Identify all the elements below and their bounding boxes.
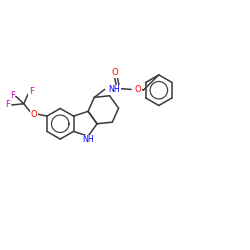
Text: F: F	[29, 87, 34, 96]
Text: O: O	[134, 85, 141, 94]
Text: O: O	[31, 110, 38, 118]
Text: F: F	[5, 100, 10, 110]
Text: F: F	[10, 91, 15, 100]
Text: O: O	[112, 68, 119, 77]
Text: NH: NH	[109, 85, 120, 94]
Text: NH: NH	[82, 135, 94, 144]
